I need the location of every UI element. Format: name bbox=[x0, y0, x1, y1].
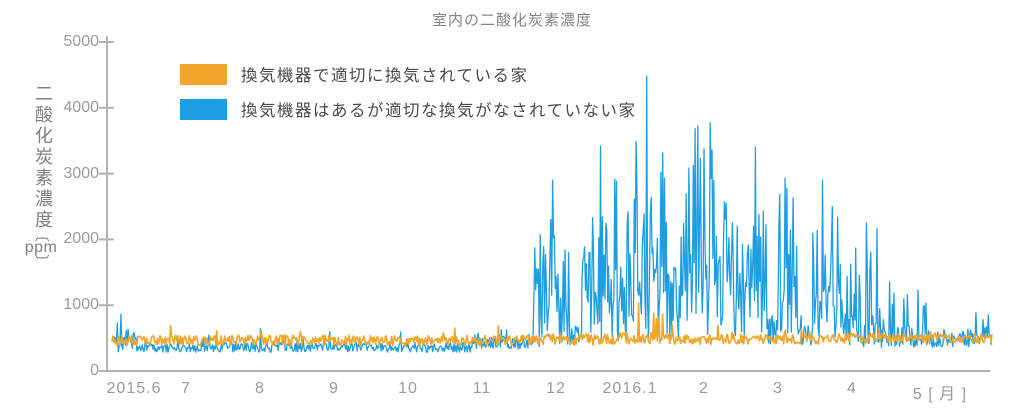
x-tick-label: 2016.1 bbox=[602, 380, 658, 397]
legend-item-ventilated: 換気機器で適切に換気されている家 bbox=[180, 62, 637, 86]
y-tick-label: 2000 bbox=[63, 230, 99, 248]
y-tick-label: 5000 bbox=[63, 33, 99, 50]
x-tick-label: 5 [ 月 ] bbox=[912, 386, 968, 403]
x-tick-label: 8 bbox=[255, 380, 265, 397]
legend: 換気機器で適切に換気されている家 換気機器はあるが適切な換気がなされていない家 bbox=[180, 62, 637, 132]
legend-swatch-ventilated bbox=[180, 63, 227, 85]
x-tick-label: 7 bbox=[181, 380, 191, 397]
y-axis-tick-labels: 5000 4000 3000 2000 1000 0 bbox=[55, 0, 99, 413]
x-tick-label: 2015.6 bbox=[106, 380, 162, 397]
x-tick-label: 12 bbox=[546, 380, 566, 397]
y-tick-label: 0 bbox=[90, 362, 99, 379]
x-tick-label: 3 bbox=[773, 380, 783, 397]
legend-swatch-unventilated bbox=[180, 98, 227, 120]
legend-label-ventilated: 換気機器で適切に換気されている家 bbox=[241, 67, 529, 85]
y-tick-label: 1000 bbox=[63, 296, 99, 314]
y-axis-unit: 〔 ppm 〕 bbox=[22, 227, 60, 269]
y-axis-title: 二酸化炭素濃度 bbox=[33, 84, 53, 231]
y-tick-label: 3000 bbox=[63, 164, 99, 182]
x-tick-label: 10 bbox=[398, 380, 418, 397]
chart-title: 室内の二酸化炭素濃度 bbox=[431, 12, 592, 29]
series-line-ventilated bbox=[111, 302, 993, 347]
legend-label-unventilated: 換気機器はあるが適切な換気がなされていない家 bbox=[241, 102, 637, 120]
x-axis-tick-labels: 2015.6 7 8 9 10 11 12 2016.1 2 3 4 5 [ 月 ] bbox=[0, 380, 1024, 403]
x-tick-label: 9 bbox=[329, 380, 339, 397]
series-line-unventilated bbox=[111, 75, 993, 353]
y-axis-unit-text: ppm bbox=[24, 239, 58, 256]
x-tick-label: 2 bbox=[699, 380, 709, 397]
legend-item-unventilated: 換気機器はあるが適切な換気がなされていない家 bbox=[180, 97, 637, 121]
y-tick-label: 4000 bbox=[63, 98, 99, 116]
x-tick-label: 11 bbox=[472, 380, 492, 397]
x-tick-label: 4 bbox=[847, 380, 857, 397]
